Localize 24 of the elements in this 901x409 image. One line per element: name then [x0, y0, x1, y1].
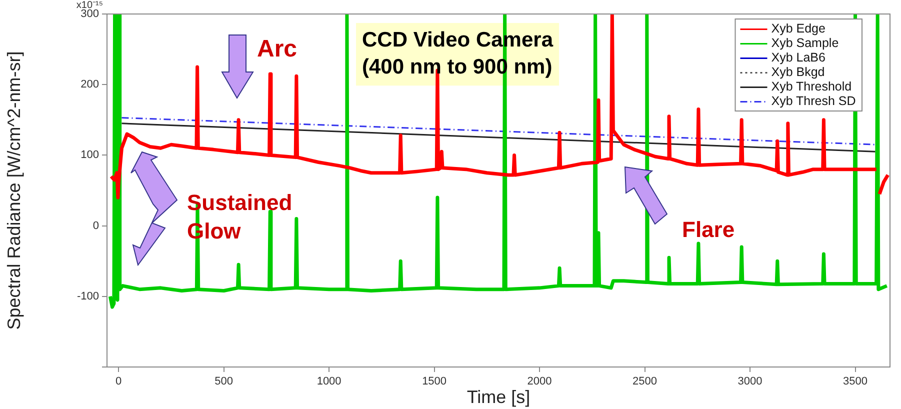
- text: x10⁻¹⁵: [76, 0, 103, 11]
- legend-label: Xyb Threshold: [771, 80, 852, 94]
- x-tick-label: 2500: [632, 376, 658, 388]
- x-tick-label: 1500: [422, 376, 447, 388]
- x-tick-label: 500: [214, 376, 233, 388]
- y-tick-label: 200: [80, 78, 99, 91]
- x-axis-title: Time [s]: [466, 387, 530, 408]
- annotation: Arc: [257, 36, 298, 63]
- y-tick-label: 100: [80, 149, 99, 162]
- legend-label: Xyb Edge: [771, 22, 826, 36]
- y-tick-label: -100: [76, 290, 99, 302]
- y-tick-label: 300: [80, 8, 99, 20]
- x-tick-label: 0: [116, 376, 122, 388]
- legend-label: Xyb LaB6: [771, 50, 826, 65]
- y-tick-label: 0: [92, 220, 99, 232]
- x-tick-label: 3500: [843, 376, 868, 388]
- x-tick-label: 2000: [527, 376, 552, 388]
- annotation: Flare: [682, 217, 735, 242]
- legend-label: Xyb Sample: [771, 36, 839, 50]
- y-axis-title: Spectral Radiance [W/cm^2-nm-sr]: [4, 51, 24, 330]
- legend-label: Xyb Thresh SD: [771, 94, 856, 108]
- legend-label: Xyb Bkgd: [771, 65, 825, 80]
- x-tick-label: 1000: [316, 376, 342, 388]
- x-tick-label: 3000: [738, 376, 762, 388]
